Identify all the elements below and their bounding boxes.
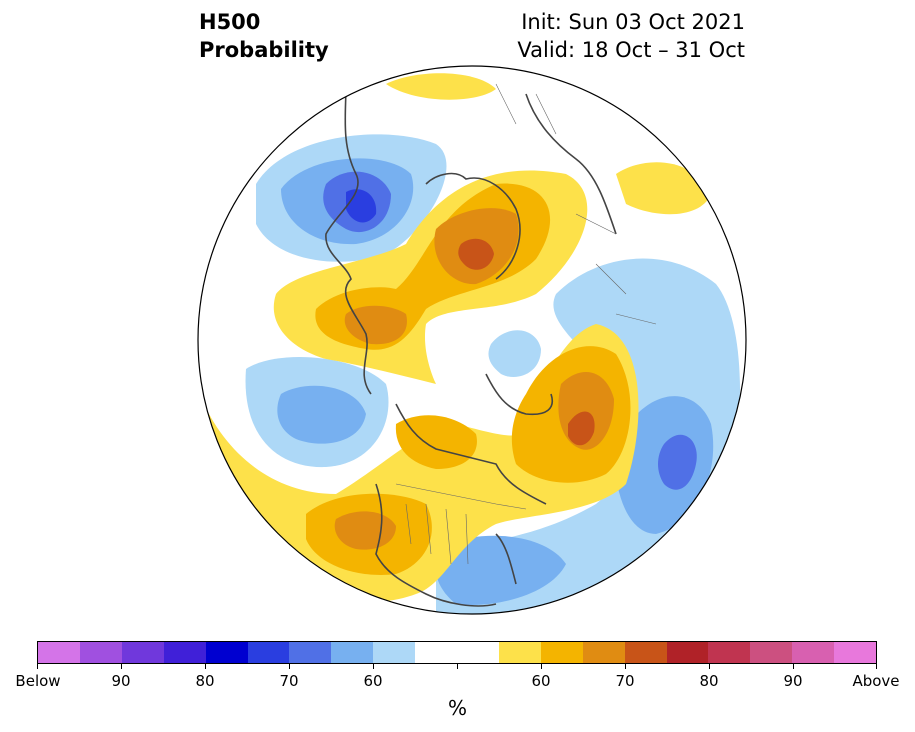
colorbar-seg-2 — [79, 642, 122, 663]
border-europe — [575, 213, 657, 325]
tick-label-above-80: 80 — [699, 672, 719, 690]
tick-label-below-70: 70 — [279, 672, 299, 690]
colorbar-seg-19 — [834, 642, 877, 663]
anomaly-region-arctic — [488, 330, 541, 377]
anomaly-region-scandinavia-core — [458, 238, 494, 270]
anomaly-region-canada — [395, 415, 477, 469]
coastline-asia — [325, 83, 372, 395]
title-field: H500 — [199, 10, 261, 34]
polar-map — [196, 64, 748, 616]
tick-label-below-80: 80 — [195, 672, 215, 690]
colorbar-seg-11 — [498, 642, 541, 663]
border-asia — [495, 83, 557, 135]
tick-mark — [289, 664, 290, 669]
map-subtitle: Init: Sun 03 Oct 2021 Valid: 18 Oct – 31… — [517, 8, 745, 64]
tick-mark — [793, 664, 794, 669]
colorbar-tick-labels: Below 90 80 70 60 60 70 80 90 Above — [0, 672, 915, 692]
coastline-canada — [395, 403, 547, 505]
valid-range: Valid: 18 Oct – 31 Oct — [517, 38, 745, 62]
colorbar-seg-15 — [666, 642, 709, 663]
colorbar-seg-17 — [750, 642, 793, 663]
colorbar-unit: % — [447, 696, 467, 720]
colorbar-seg-8 — [331, 642, 374, 663]
globe-boundary — [197, 65, 747, 615]
tick-mark — [625, 664, 626, 669]
tick-mark — [37, 664, 38, 669]
tick-label-below: Below — [15, 672, 61, 690]
anomaly-region-atlantic-coast — [435, 535, 566, 605]
anomaly-region-north-atlantic-core — [658, 434, 697, 490]
border-us-states — [405, 503, 469, 565]
coastline-us-west — [375, 483, 497, 607]
tick-mark — [205, 664, 206, 669]
anomaly-region-us-west — [334, 511, 396, 550]
tick-mark — [457, 664, 458, 669]
colorbar-seg-7 — [289, 642, 332, 663]
tick-label-below-60: 60 — [363, 672, 383, 690]
coastline-greenland — [485, 373, 553, 416]
tick-mark — [876, 664, 877, 669]
colorbar-seg-14 — [624, 642, 667, 663]
borders — [395, 83, 657, 565]
below-normal-regions — [245, 134, 740, 614]
anomaly-region-west-pacific-core — [277, 385, 366, 444]
tick-label-above-90: 90 — [783, 672, 803, 690]
map-title: H500 Probability — [199, 8, 329, 64]
colorbar-seg-6 — [247, 642, 290, 663]
anomaly-region-siberia — [344, 305, 407, 345]
tick-mark — [373, 664, 374, 669]
colorbar-seg-16 — [708, 642, 751, 663]
coastline-scandinavia — [425, 172, 521, 280]
colorbar-seg-neutral — [415, 642, 499, 663]
colorbar — [37, 641, 877, 664]
colorbar-tick-marks — [0, 664, 915, 670]
map-svg — [197, 65, 747, 615]
coastline-florida — [495, 533, 517, 585]
colorbar-seg-9 — [373, 642, 416, 663]
above-normal-regions — [198, 73, 711, 603]
init-date: Init: Sun 03 Oct 2021 — [521, 10, 745, 34]
colorbar-seg-18 — [792, 642, 835, 663]
tick-label-below-90: 90 — [111, 672, 131, 690]
colorbar-seg-5 — [205, 642, 248, 663]
anomaly-region-northeast — [616, 162, 711, 215]
anomaly-region-greenland-core — [568, 411, 595, 446]
tick-mark — [709, 664, 710, 669]
colorbar-seg-13 — [582, 642, 625, 663]
anomaly-region-top — [386, 73, 496, 100]
tick-label-above: Above — [852, 672, 900, 690]
colorbar-seg-1 — [38, 642, 80, 663]
coastlines — [325, 83, 617, 607]
colorbar-seg-4 — [163, 642, 206, 663]
colorbar-seg-12 — [540, 642, 583, 663]
colorbar-seg-3 — [121, 642, 164, 663]
tick-mark — [541, 664, 542, 669]
title-type: Probability — [199, 38, 329, 62]
tick-mark — [121, 664, 122, 669]
tick-label-above-70: 70 — [615, 672, 635, 690]
border-us-canada — [395, 483, 527, 510]
tick-label-above-60: 60 — [531, 672, 551, 690]
coastline-africa-europe — [525, 93, 617, 235]
